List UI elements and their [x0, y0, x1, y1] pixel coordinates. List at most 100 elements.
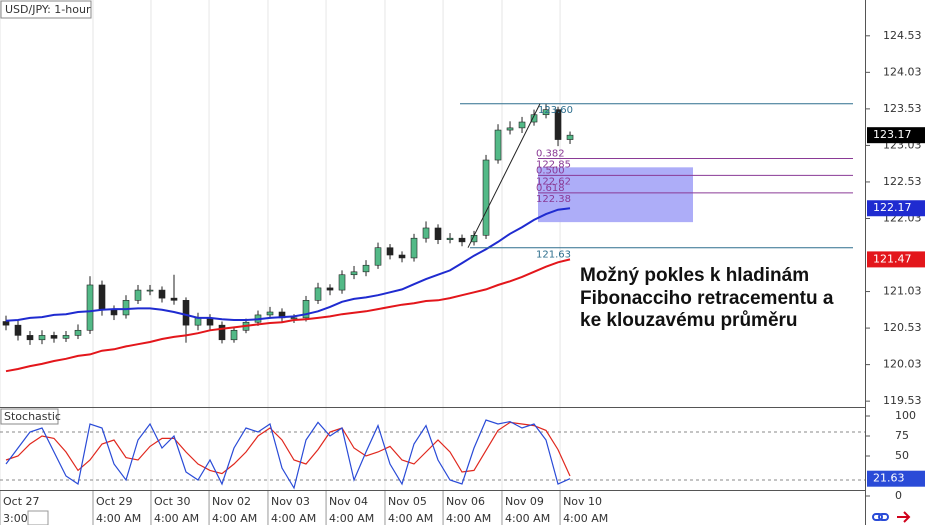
x-tick-label: Nov 10	[563, 495, 602, 508]
price-tag-label: 123.17	[873, 128, 912, 141]
x-tick-label: Oct 27	[3, 495, 40, 508]
x-tick-label: Oct 29	[96, 495, 133, 508]
y-tick-label: 119.53	[883, 394, 922, 407]
toolbar-icons	[27, 510, 911, 525]
fib-price: 122.85	[536, 160, 571, 171]
x-tick-time: 4:00 AM	[388, 512, 433, 525]
y-tick-label: 0	[895, 489, 902, 502]
candle-body	[410, 237, 418, 259]
candle-body	[2, 321, 10, 326]
scroll-box[interactable]	[27, 510, 49, 525]
fib-ratio: 0.382	[536, 149, 565, 160]
stochastic-line	[5, 419, 571, 490]
candle-body	[194, 317, 202, 326]
y-tick-label: 121.03	[883, 285, 922, 298]
candle-body	[338, 274, 346, 291]
candle-body	[122, 300, 130, 316]
candle-body	[386, 247, 394, 256]
y-tick-label: 75	[895, 429, 909, 442]
candle-body	[482, 159, 490, 236]
y-tick-label: 124.53	[883, 29, 922, 42]
x-tick-label: Nov 09	[505, 495, 544, 508]
candle-body	[38, 335, 46, 341]
x-tick-label: Nov 02	[212, 495, 251, 508]
candle-body	[146, 289, 154, 292]
price-tag-label: 122.17	[873, 201, 912, 214]
candle-body	[266, 311, 274, 316]
candle-body	[362, 264, 370, 273]
link-icon[interactable]	[872, 513, 889, 521]
fib-trendline	[467, 103, 541, 248]
x-tick-time: 4:00 AM	[96, 512, 141, 525]
x-tick-label: Nov 04	[329, 495, 368, 508]
y-tick-label: 122.53	[883, 175, 922, 188]
candle-body	[374, 247, 382, 266]
candle-body	[86, 284, 94, 331]
candle-body	[350, 271, 358, 276]
title-box	[0, 0, 92, 19]
candle-body	[302, 300, 310, 319]
arrow-icon[interactable]	[897, 511, 911, 523]
price-tag	[867, 200, 925, 217]
candle-body	[566, 134, 574, 140]
moving-average	[5, 207, 571, 322]
indicator-title: Stochastic	[4, 410, 61, 423]
y-tick-label: 120.03	[883, 358, 922, 371]
y-tick-label: 50	[895, 449, 909, 462]
candle-body	[506, 127, 514, 131]
x-tick-label: Nov 06	[446, 495, 485, 508]
price-tag	[867, 470, 925, 487]
candle-body	[62, 335, 70, 339]
price-tag-label: 121.47	[873, 252, 912, 265]
moving-average	[5, 258, 571, 373]
candle-body	[290, 317, 298, 320]
y-tick-label: 100	[895, 409, 916, 422]
x-tick-time: 4:00 AM	[505, 512, 550, 525]
annotation-line: ke klouzavému průměru	[580, 310, 798, 331]
candle-body	[182, 300, 190, 326]
x-tick-label: Nov 03	[271, 495, 310, 508]
candle-body	[518, 121, 526, 129]
candle-body	[110, 309, 118, 316]
fib-ratio: 0.500	[536, 165, 565, 176]
x-tick-label: Oct 30	[154, 495, 191, 508]
x-tick-time: 4:00 AM	[329, 512, 374, 525]
fib-label: 123.60	[538, 105, 573, 116]
candle-body	[446, 237, 454, 240]
x-tick-time: 4:00 AM	[271, 512, 316, 525]
x-tick-label: Nov 05	[388, 495, 427, 508]
candle-body	[326, 287, 334, 291]
candle-body	[314, 287, 322, 301]
candle-body	[218, 324, 226, 341]
fib-price: 122.62	[536, 176, 571, 187]
fib-ratio: 0.618	[536, 183, 565, 194]
x-tick-time: 4:00 AM	[446, 512, 491, 525]
price-tag	[867, 127, 925, 144]
candle-body	[554, 109, 562, 140]
candle-body	[398, 254, 406, 259]
candle-body	[98, 284, 106, 311]
candle-body	[230, 329, 238, 341]
stochastic-line	[5, 421, 571, 477]
price-tag-label: 21.63	[873, 472, 905, 485]
candle-body	[494, 129, 502, 161]
candle-body	[434, 227, 442, 240]
price-tag	[867, 251, 925, 268]
y-tick-label: 123.53	[883, 102, 922, 115]
chart-title: USD/JPY: 1-hour	[5, 3, 91, 16]
candle-body	[158, 289, 166, 299]
x-tick-time: 4:00 AM	[154, 512, 199, 525]
candle-body	[170, 297, 178, 301]
candle-body	[458, 237, 466, 243]
candle-body	[134, 289, 142, 301]
candle-body	[74, 329, 82, 336]
candle-body	[50, 335, 58, 339]
candle-body	[14, 324, 22, 336]
candle-body	[542, 109, 550, 116]
fib-zone	[538, 167, 693, 223]
fib-price: 122.38	[536, 194, 571, 205]
fib-label: 121.63	[536, 250, 571, 261]
annotation-line: Možný pokles k hladinám	[580, 265, 809, 286]
